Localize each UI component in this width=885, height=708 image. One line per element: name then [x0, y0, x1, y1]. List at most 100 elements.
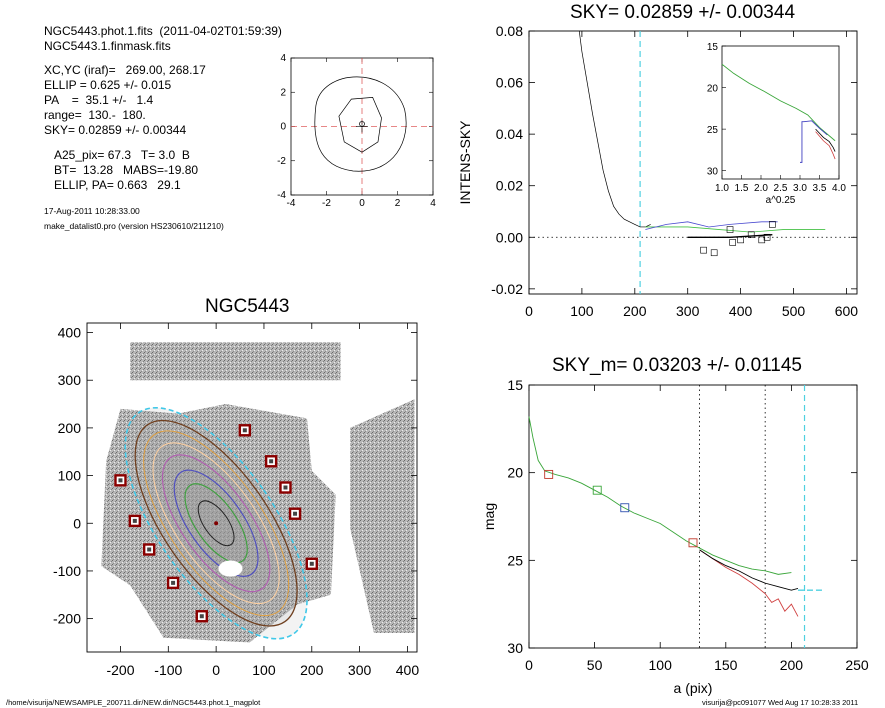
sky-box-center	[132, 518, 137, 523]
x-tick-label: -100	[154, 662, 182, 678]
info-program: make_datalist0.pro (version HS230610/211…	[44, 221, 224, 231]
x-tick-label: 300	[676, 303, 700, 319]
x-tick-label: 400	[729, 303, 753, 319]
sky-box-center	[118, 478, 123, 483]
sky-frame	[528, 30, 858, 295]
inset-x-label: a^0.25	[766, 195, 796, 206]
green-profile	[528, 416, 792, 575]
sky-box	[763, 233, 771, 241]
x-tick-label: 100	[649, 657, 673, 673]
profile-line	[578, 30, 651, 228]
info-line-6: range= 130.- 180.	[44, 108, 146, 122]
mag-box	[592, 485, 602, 495]
sky-box	[726, 226, 734, 233]
y-tick-label: 0	[280, 122, 286, 133]
y-tick-label: 0.08	[496, 23, 523, 39]
green-residual	[645, 226, 826, 233]
info-line-2: NGC5443.1.finmask.fits	[44, 39, 171, 53]
sky-box	[737, 236, 744, 244]
x-tick-label: 300	[348, 662, 372, 678]
black-residual	[687, 233, 773, 238]
right-tile	[350, 399, 415, 633]
inset-green	[721, 63, 836, 142]
info-line-10: ELLIP, PA= 0.663 29.1	[54, 178, 181, 192]
sky-box	[747, 231, 755, 238]
y-tick-label: -0.02	[491, 281, 523, 297]
inset-y-tick-label: 20	[707, 84, 719, 95]
outer-contour	[314, 76, 407, 172]
inset-black	[815, 128, 836, 152]
sky-box	[700, 246, 707, 254]
x-tick-label: 400	[396, 662, 420, 678]
x-tick-label: 0	[212, 662, 220, 678]
mag-box	[620, 503, 630, 513]
inset-y-tick-label: 30	[707, 167, 719, 178]
x-tick-label: 100	[570, 303, 594, 319]
y-tick-label: 300	[58, 372, 82, 388]
y-tick-label: -100	[53, 563, 81, 579]
y-tick-label: 2	[280, 87, 286, 98]
info-line-5: PA = 35.1 +/- 1.4	[44, 93, 154, 107]
x-tick-label: 200	[623, 303, 647, 319]
galaxy-center	[214, 521, 219, 526]
sky-box-center	[147, 547, 152, 552]
black-profile	[699, 549, 799, 591]
sky-box	[769, 221, 776, 228]
inset-y-tick-label: 25	[707, 125, 719, 136]
masked-star	[218, 560, 243, 577]
info-line-8: A25_pix= 67.3 T= 3.0 B	[54, 148, 190, 162]
sky-box-center	[283, 485, 288, 490]
y-axis-label: mag	[481, 503, 497, 530]
y-tick-label: 0.02	[496, 178, 523, 194]
x-tick-label: 4	[430, 198, 436, 209]
mag-frame	[528, 384, 858, 649]
x-tick-label: 0	[525, 303, 533, 319]
mag-chart-title: SKY_m= 0.03203 +/- 0.01145	[552, 355, 802, 376]
y-tick-label: 0	[73, 515, 81, 531]
inner-contour	[338, 97, 382, 153]
sky-box-center	[309, 561, 314, 566]
sky-box	[758, 236, 766, 244]
y-tick-label: 0.06	[496, 75, 523, 91]
y-axis-label: INTENS-SKY	[457, 120, 473, 205]
y-tick-label: -2	[277, 156, 286, 167]
x-tick-label: 500	[782, 303, 806, 319]
image-chart-title: NGC5443	[205, 296, 290, 317]
sky-box-center	[293, 511, 298, 516]
y-tick-label: 200	[58, 420, 82, 436]
info-line-9: BT= 13.28 MABS=-19.80	[54, 163, 199, 177]
sky-chart-title: SKY= 0.02859 +/- 0.00344	[570, 2, 796, 23]
y-tick-label: 15	[507, 377, 523, 393]
y-tick-label: 0.04	[496, 126, 523, 142]
sky-box-center	[269, 459, 274, 464]
x-tick-label: 250	[845, 657, 869, 673]
x-tick-label: 150	[714, 657, 738, 673]
sky-box-center	[171, 580, 176, 585]
inset-x-tick-label: 3.0	[793, 183, 807, 194]
y-tick-label: -4	[277, 190, 286, 201]
y-tick-label: -200	[53, 611, 81, 627]
y-tick-label: 25	[507, 552, 523, 568]
blue-residual	[645, 221, 778, 230]
mag-box	[688, 538, 698, 548]
x-tick-label: 200	[780, 657, 804, 673]
inset-x-tick-label: 1.0	[715, 183, 729, 194]
inset-x-tick-label: 2.5	[774, 183, 788, 194]
info-line-7: SKY= 0.02859 +/- 0.00344	[44, 123, 187, 137]
inset-x-tick-label: 2.0	[754, 183, 768, 194]
x-tick-label: -200	[106, 662, 134, 678]
x-axis-label: a (pix)	[674, 680, 713, 696]
inset-blue	[800, 120, 828, 163]
y-tick-label: 30	[507, 640, 523, 656]
sky-box	[710, 249, 718, 257]
x-tick-label: 600	[835, 303, 859, 319]
mag-box	[544, 469, 554, 479]
inset-red	[815, 131, 836, 160]
sky-box-center	[242, 428, 247, 433]
x-tick-label: 200	[300, 662, 324, 678]
x-tick-label: 0	[359, 198, 365, 209]
x-tick-label: -4	[287, 198, 296, 209]
footer-path: /home/visurija/NEWSAMPLE_200711.dir/NEW.…	[6, 698, 261, 707]
x-tick-label: 2	[395, 198, 401, 209]
